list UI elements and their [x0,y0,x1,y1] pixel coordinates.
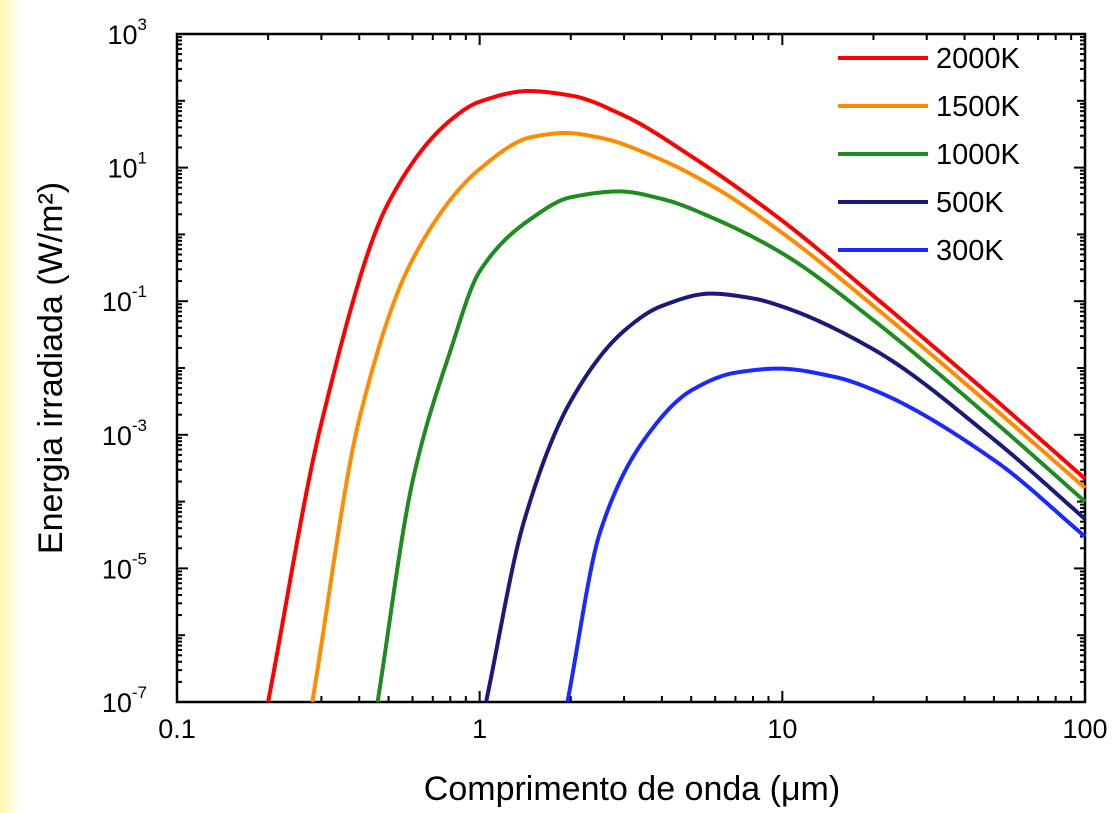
series-line-300k [565,366,1087,703]
y-tick-label: 103 [107,15,147,50]
x-tick-label: 100 [1062,714,1107,744]
series-line-1500k [310,130,1087,703]
y-tick-label: 10-3 [102,416,147,451]
legend-item: 1500K [838,91,1021,123]
y-tick-label: 10-5 [102,549,147,584]
y-tick-exponent: 3 [138,15,147,34]
y-tick-exponent: -3 [132,416,147,435]
y-tick-label: 10-7 [102,683,147,718]
y-tick-exponent: -5 [132,549,147,568]
x-tick-label: 1 [472,714,487,744]
y-tick-label: 10-1 [102,282,147,317]
x-axis-title: Comprimento de onda (μm) [424,770,840,808]
y-tick-base: 10 [107,20,137,50]
legend-item: 500K [838,187,1004,219]
x-tick-labels: 0.1 1 10 100 [158,714,1107,744]
y-tick-base: 10 [102,554,132,584]
y-axis-title: Energia irradiada (W/m²) [32,182,70,554]
legend-label: 2000K [936,43,1021,75]
y-tick-base: 10 [102,688,132,718]
legend: 2000K 1500K 1000K 500K 300K [838,43,1021,267]
x-tick-label: 0.1 [158,714,196,744]
legend-label: 300K [936,235,1004,267]
series-line-500k [484,291,1087,703]
legend-item: 300K [838,235,1004,267]
y-tick-base: 10 [102,287,132,317]
y-tick-exponent: -7 [132,683,147,702]
legend-label: 500K [936,187,1004,219]
series-lines [266,89,1087,703]
y-tick-base: 10 [107,154,137,184]
tick-marks [176,34,1085,703]
legend-label: 1000K [936,139,1021,171]
x-tick-label: 10 [767,714,797,744]
series-line-2000k [266,89,1087,703]
y-tick-label: 101 [107,149,147,184]
legend-item: 2000K [838,43,1021,75]
series-line-1000k [375,189,1087,703]
y-tick-base: 10 [102,421,132,451]
y-tick-exponent: 1 [138,149,147,168]
legend-item: 1000K [838,139,1021,171]
legend-label: 1500K [936,91,1021,123]
y-tick-exponent: -1 [132,282,147,301]
